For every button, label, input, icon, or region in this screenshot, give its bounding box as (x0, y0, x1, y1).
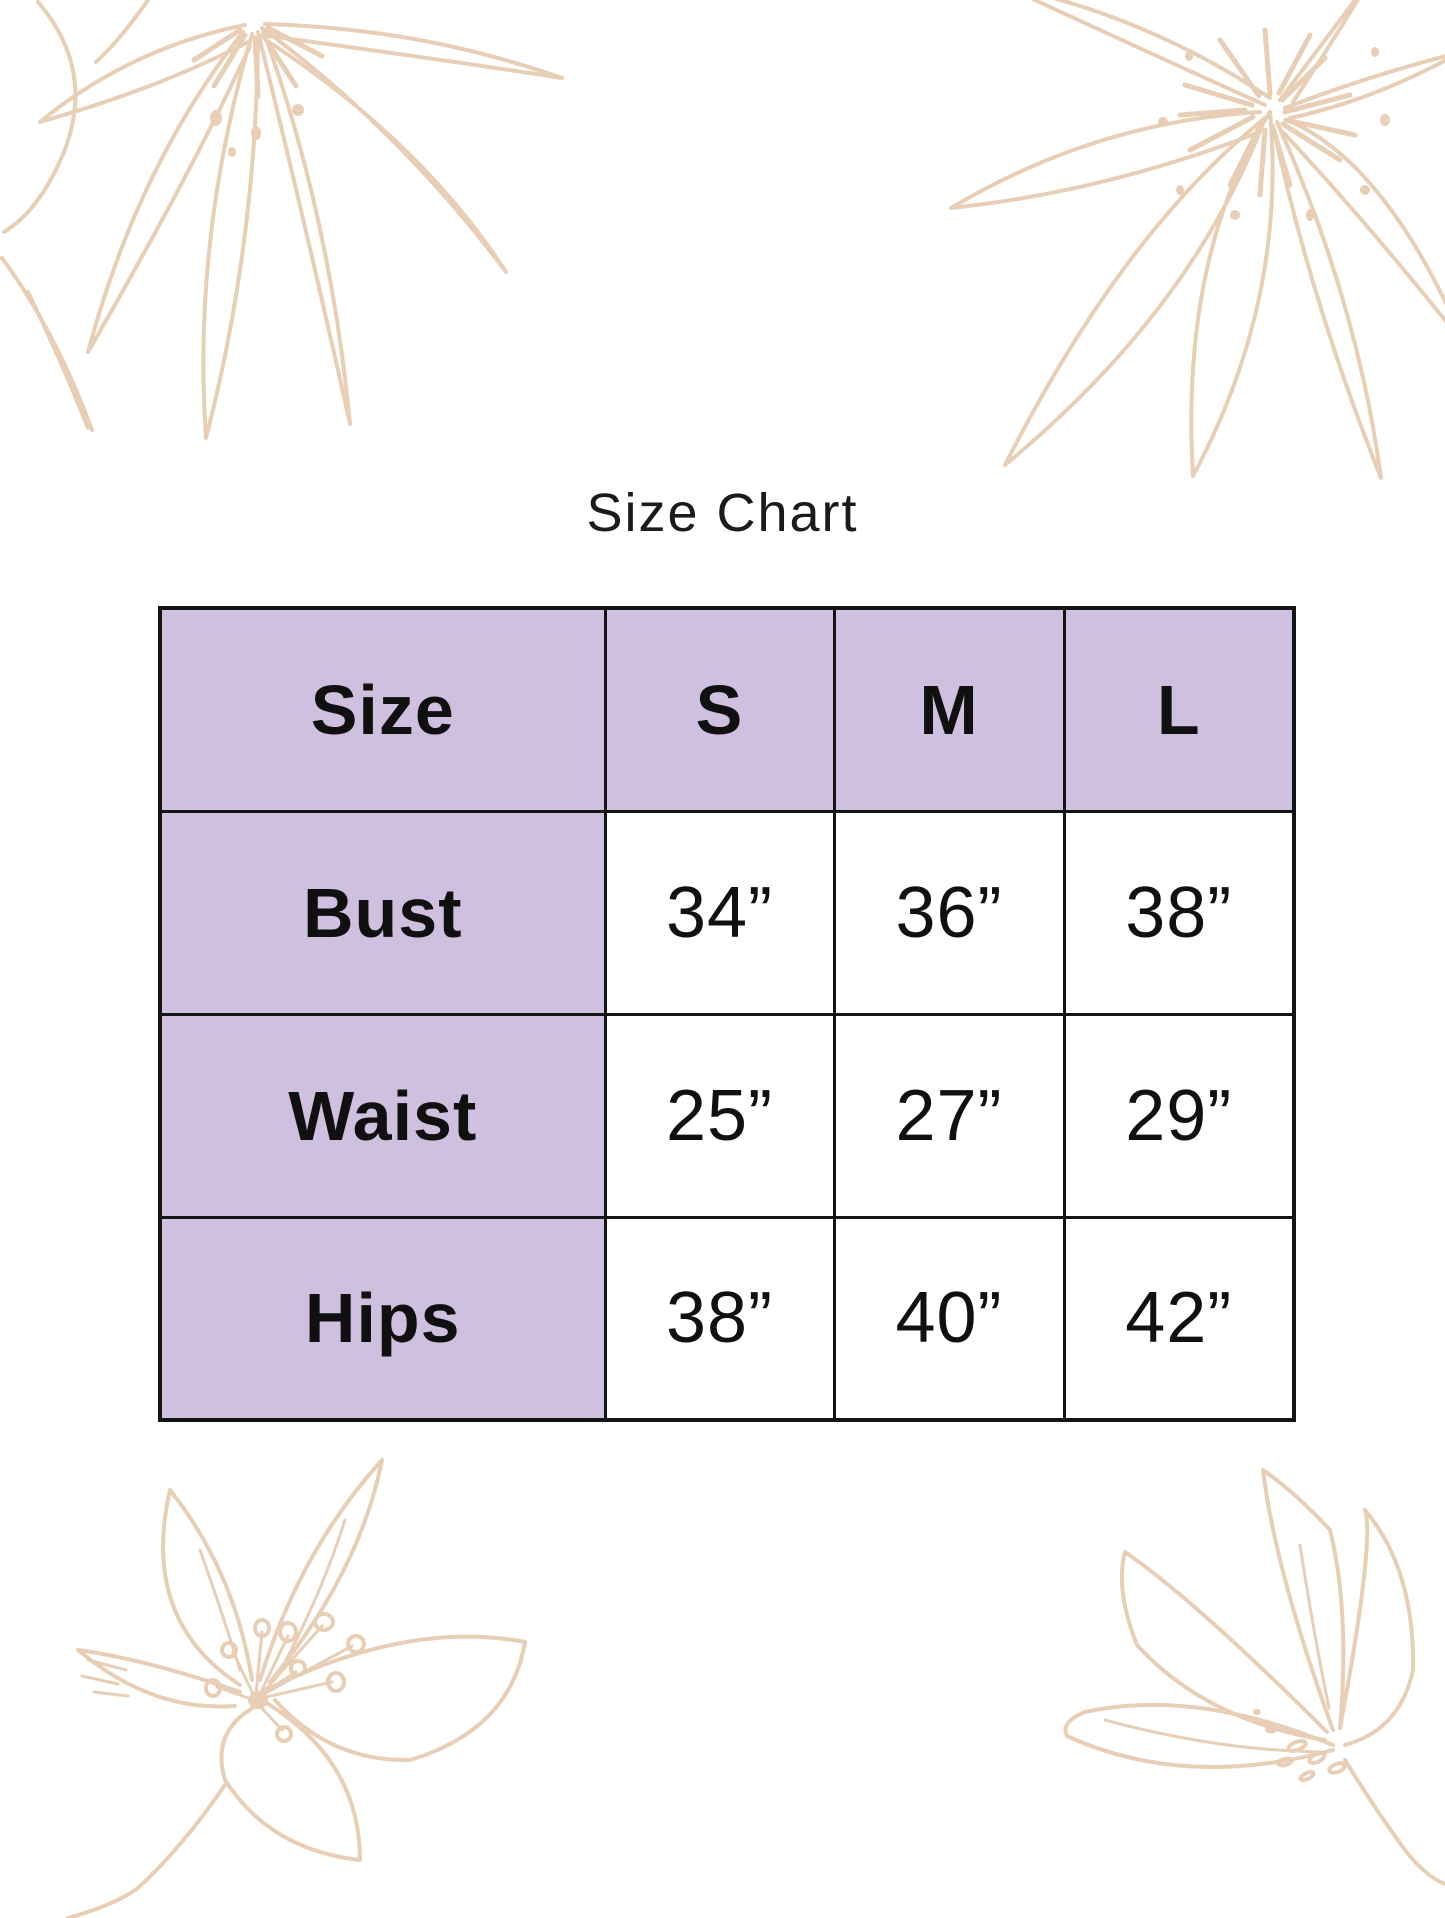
header-cell-s: S (603, 606, 836, 813)
size-chart-table: Size S M L Bust 34” 36” 38” Waist 25” 27… (158, 606, 1296, 1422)
cell-waist-l: 29” (1062, 1012, 1296, 1219)
row-label-waist: Waist (158, 1012, 607, 1219)
cell-waist-m: 27” (832, 1012, 1066, 1219)
row-label-bust: Bust (158, 809, 607, 1016)
cell-waist-s: 25” (603, 1012, 836, 1219)
page-title: Size Chart (586, 483, 859, 543)
flower-illustration-top-left (0, 0, 564, 440)
cell-bust-s: 34” (603, 809, 836, 1016)
cell-hips-m: 40” (832, 1215, 1066, 1422)
header-cell-size: Size (158, 606, 607, 813)
cell-hips-l: 42” (1062, 1215, 1296, 1422)
table-row-bust: Bust 34” 36” 38” (158, 809, 1296, 1016)
cell-bust-m: 36” (832, 809, 1066, 1016)
table-row-hips: Hips 38” 40” 42” (158, 1215, 1296, 1422)
row-label-hips: Hips (158, 1215, 607, 1422)
flower-illustration-bottom-right (1063, 1468, 1445, 1886)
flower-illustration-top-right (949, 0, 1445, 480)
table-header-row: Size S M L (158, 606, 1296, 813)
header-cell-l: L (1062, 606, 1296, 813)
cell-bust-l: 38” (1062, 809, 1296, 1016)
cell-hips-s: 38” (603, 1215, 836, 1422)
header-cell-m: M (832, 606, 1066, 813)
flower-illustration-bottom-left (66, 1458, 527, 1918)
table-row-waist: Waist 25” 27” 29” (158, 1012, 1296, 1219)
